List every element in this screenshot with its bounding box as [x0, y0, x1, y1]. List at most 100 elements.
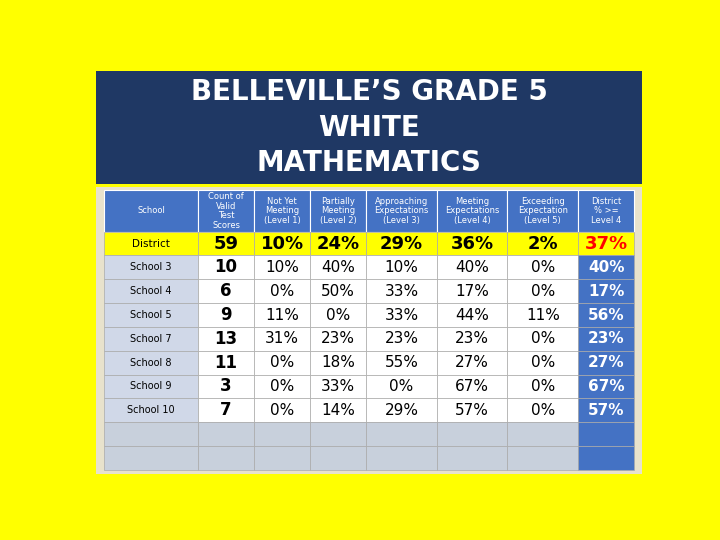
Text: 29%: 29% — [380, 234, 423, 253]
FancyBboxPatch shape — [508, 446, 578, 470]
FancyBboxPatch shape — [366, 422, 437, 446]
Text: School 9: School 9 — [130, 381, 172, 391]
Text: Approaching
Expectations
(Level 3): Approaching Expectations (Level 3) — [374, 197, 428, 225]
FancyBboxPatch shape — [366, 327, 437, 351]
FancyBboxPatch shape — [96, 187, 642, 475]
Text: School 8: School 8 — [130, 357, 172, 368]
Text: 0%: 0% — [390, 379, 413, 394]
FancyBboxPatch shape — [578, 446, 634, 470]
FancyBboxPatch shape — [578, 375, 634, 399]
FancyBboxPatch shape — [104, 422, 198, 446]
Text: 33%: 33% — [384, 307, 418, 322]
FancyBboxPatch shape — [104, 375, 198, 399]
FancyBboxPatch shape — [437, 351, 508, 375]
FancyBboxPatch shape — [508, 422, 578, 446]
FancyBboxPatch shape — [104, 279, 198, 303]
Text: Exceeding
Expectation
(Level 5): Exceeding Expectation (Level 5) — [518, 197, 568, 225]
FancyBboxPatch shape — [310, 232, 366, 255]
FancyBboxPatch shape — [578, 279, 634, 303]
FancyBboxPatch shape — [310, 279, 366, 303]
FancyBboxPatch shape — [437, 190, 508, 232]
FancyBboxPatch shape — [366, 303, 437, 327]
Text: 31%: 31% — [265, 332, 299, 346]
FancyBboxPatch shape — [437, 446, 508, 470]
FancyBboxPatch shape — [254, 303, 310, 327]
Text: 23%: 23% — [384, 332, 418, 346]
Text: 37%: 37% — [585, 234, 628, 253]
Text: 7: 7 — [220, 401, 232, 419]
Text: 0%: 0% — [531, 379, 555, 394]
FancyBboxPatch shape — [254, 399, 310, 422]
FancyBboxPatch shape — [578, 399, 634, 422]
FancyBboxPatch shape — [254, 232, 310, 255]
FancyBboxPatch shape — [366, 190, 437, 232]
FancyBboxPatch shape — [310, 422, 366, 446]
Text: 27%: 27% — [455, 355, 489, 370]
Text: 40%: 40% — [321, 260, 355, 275]
Text: Not Yet
Meeting
(Level 1): Not Yet Meeting (Level 1) — [264, 197, 300, 225]
FancyBboxPatch shape — [366, 446, 437, 470]
FancyBboxPatch shape — [198, 327, 254, 351]
Text: District: District — [132, 239, 170, 248]
Text: 23%: 23% — [455, 332, 489, 346]
FancyBboxPatch shape — [578, 303, 634, 327]
Text: School 10: School 10 — [127, 406, 175, 415]
FancyBboxPatch shape — [366, 255, 437, 279]
Text: District
% >=
Level 4: District % >= Level 4 — [591, 197, 621, 225]
Text: 17%: 17% — [588, 284, 624, 299]
FancyBboxPatch shape — [437, 399, 508, 422]
FancyBboxPatch shape — [254, 190, 310, 232]
FancyBboxPatch shape — [437, 327, 508, 351]
Text: 23%: 23% — [321, 332, 355, 346]
Text: 27%: 27% — [588, 355, 624, 370]
FancyBboxPatch shape — [310, 351, 366, 375]
FancyBboxPatch shape — [366, 375, 437, 399]
Text: 0%: 0% — [531, 355, 555, 370]
FancyBboxPatch shape — [366, 232, 437, 255]
Text: 57%: 57% — [455, 403, 489, 418]
Text: Partially
Meeting
(Level 2): Partially Meeting (Level 2) — [320, 197, 356, 225]
Text: 0%: 0% — [270, 379, 294, 394]
FancyBboxPatch shape — [104, 327, 198, 351]
FancyBboxPatch shape — [578, 232, 634, 255]
FancyBboxPatch shape — [310, 255, 366, 279]
FancyBboxPatch shape — [437, 255, 508, 279]
Text: 18%: 18% — [321, 355, 355, 370]
FancyBboxPatch shape — [508, 327, 578, 351]
Text: School 4: School 4 — [130, 286, 172, 296]
FancyBboxPatch shape — [437, 232, 508, 255]
FancyBboxPatch shape — [104, 303, 198, 327]
FancyBboxPatch shape — [578, 327, 634, 351]
Text: School 3: School 3 — [130, 262, 172, 272]
Text: Meeting
Expectations
(Level 4): Meeting Expectations (Level 4) — [445, 197, 499, 225]
Text: 11%: 11% — [265, 307, 299, 322]
FancyBboxPatch shape — [578, 255, 634, 279]
FancyBboxPatch shape — [508, 375, 578, 399]
Text: 50%: 50% — [321, 284, 355, 299]
Text: School: School — [137, 206, 165, 215]
Text: 11%: 11% — [526, 307, 559, 322]
Text: 0%: 0% — [531, 260, 555, 275]
FancyBboxPatch shape — [254, 422, 310, 446]
FancyBboxPatch shape — [254, 375, 310, 399]
FancyBboxPatch shape — [437, 375, 508, 399]
FancyBboxPatch shape — [198, 375, 254, 399]
Text: 23%: 23% — [588, 332, 624, 346]
FancyBboxPatch shape — [310, 190, 366, 232]
FancyBboxPatch shape — [578, 351, 634, 375]
FancyBboxPatch shape — [508, 255, 578, 279]
FancyBboxPatch shape — [254, 351, 310, 375]
FancyBboxPatch shape — [366, 279, 437, 303]
FancyBboxPatch shape — [437, 303, 508, 327]
FancyBboxPatch shape — [508, 351, 578, 375]
Text: 0%: 0% — [531, 403, 555, 418]
Text: 0%: 0% — [270, 355, 294, 370]
FancyBboxPatch shape — [104, 399, 198, 422]
FancyBboxPatch shape — [198, 422, 254, 446]
Text: 10%: 10% — [384, 260, 418, 275]
Text: 10%: 10% — [261, 234, 304, 253]
FancyBboxPatch shape — [310, 375, 366, 399]
FancyBboxPatch shape — [310, 446, 366, 470]
FancyBboxPatch shape — [198, 446, 254, 470]
FancyBboxPatch shape — [198, 279, 254, 303]
